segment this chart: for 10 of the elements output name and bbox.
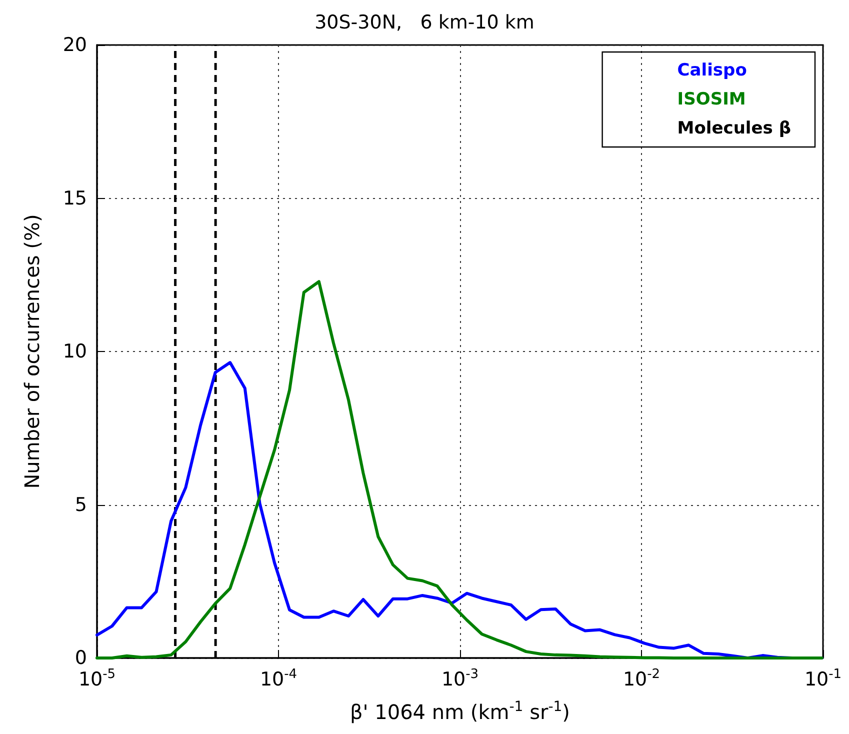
chart-title: 30S-30N, 6 km-10 km: [314, 12, 534, 34]
ref-line-label: Molecules β: [677, 118, 792, 138]
text: Calispo: [677, 60, 747, 80]
y-tick-label: 15: [62, 187, 87, 210]
y-tick-label: 10: [62, 340, 87, 362]
y-tick-label: 20: [62, 34, 87, 56]
y-tick-label: 0: [74, 647, 87, 669]
text: ISOSIM: [677, 90, 746, 110]
y-axis-title: Number of occurrences (%): [20, 214, 44, 489]
y-tick-label: 5: [74, 494, 87, 516]
